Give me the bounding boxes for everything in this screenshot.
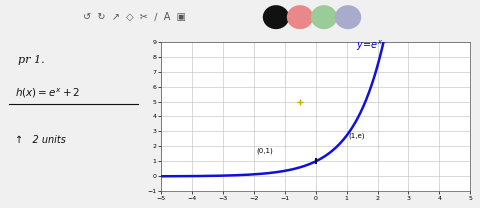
Text: (1,e): (1,e) [348, 132, 365, 139]
Text: ↑   2 units: ↑ 2 units [15, 135, 66, 145]
Ellipse shape [263, 5, 289, 29]
Text: (0,1): (0,1) [257, 147, 274, 154]
Text: pr 1.: pr 1. [18, 55, 45, 65]
Ellipse shape [311, 5, 337, 29]
Text: ↺  ↻  ↗  ◇  ✂  ∕  A  ▣: ↺ ↻ ↗ ◇ ✂ ∕ A ▣ [83, 12, 186, 22]
Text: $y\!=\!e^x$: $y\!=\!e^x$ [356, 39, 383, 53]
Text: $h(x) = e^x + 2$: $h(x) = e^x + 2$ [15, 87, 81, 100]
Ellipse shape [335, 5, 361, 29]
Ellipse shape [287, 5, 313, 29]
